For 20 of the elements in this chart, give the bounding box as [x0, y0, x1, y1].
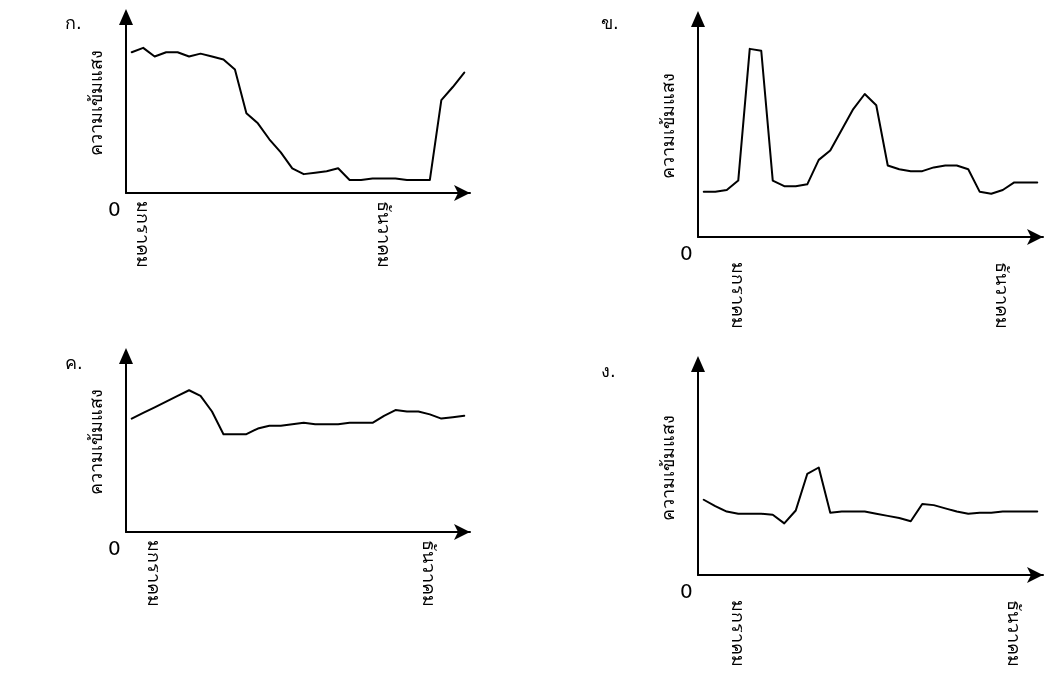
- text: 0: [108, 536, 121, 560]
- text: 0: [680, 241, 693, 265]
- y-axis-title: ความเข้มแสง: [84, 50, 106, 156]
- y-axis-title: ความเข้มแสง: [656, 73, 678, 179]
- x-tick-label: มกราคม: [144, 540, 166, 607]
- chart-title: ข.: [601, 11, 619, 33]
- text: 0: [680, 579, 693, 603]
- chart-title: ค.: [65, 351, 83, 373]
- chart-title: ก.: [65, 11, 82, 33]
- x-tick-label: ธันวาคม: [373, 201, 395, 268]
- x-tick-label: มกราคม: [727, 600, 749, 667]
- x-tick-label: ธันวาคม: [1003, 600, 1025, 667]
- x-tick-label: ธันวาคม: [419, 540, 441, 607]
- x-tick-label: ธันวาคม: [992, 262, 1014, 329]
- text: 0: [108, 197, 121, 221]
- chart-title: ง.: [601, 359, 616, 381]
- x-tick-label: มกราคม: [727, 262, 749, 329]
- y-axis-title: ความเข้มแสง: [84, 389, 106, 495]
- y-axis-title: ความเข้มแสง: [656, 414, 678, 521]
- x-tick-label: มกราคม: [132, 201, 154, 268]
